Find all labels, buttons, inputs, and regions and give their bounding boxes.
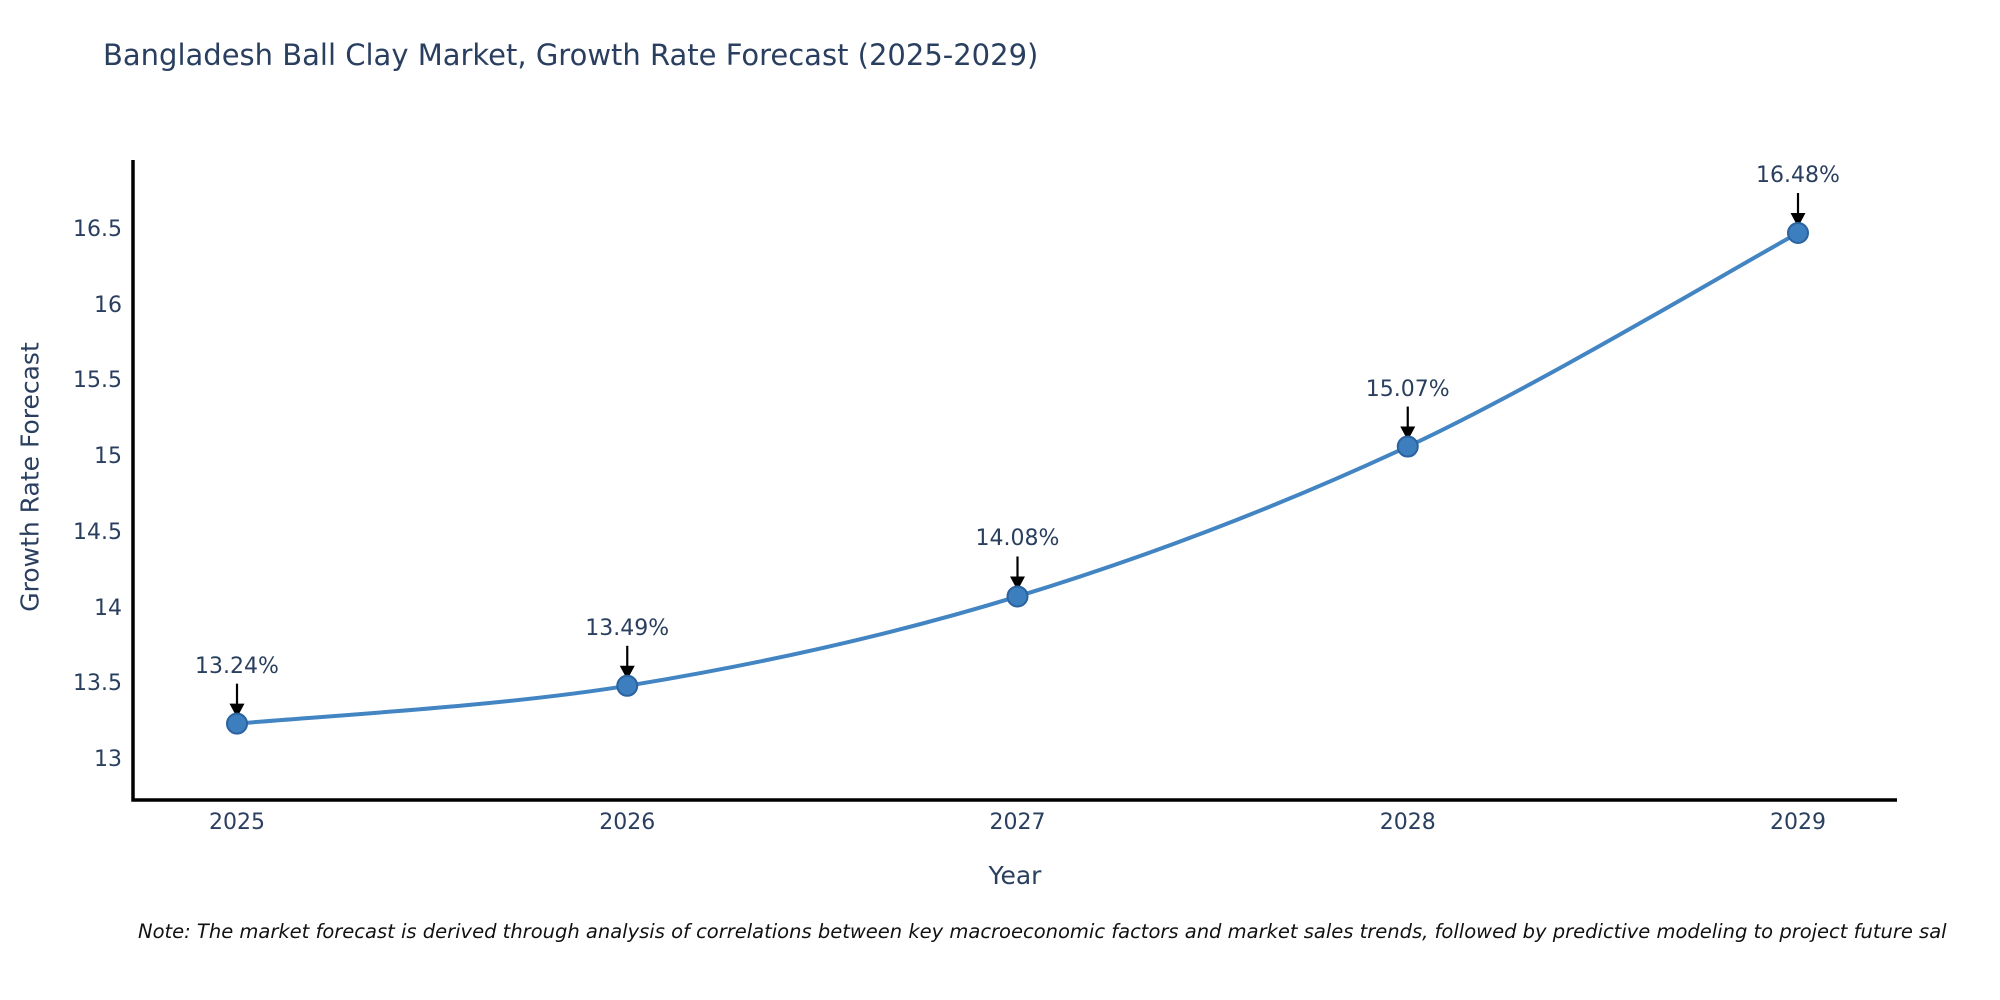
data-point-marker[interactable] xyxy=(1006,585,1029,608)
annotation-arrow-head xyxy=(1790,213,1806,228)
x-tick-label: 2029 xyxy=(1770,810,1826,835)
x-tick-label: 2028 xyxy=(1379,810,1436,835)
annotation-arrow-head xyxy=(619,665,635,680)
y-tick-label: 13 xyxy=(94,747,122,772)
y-tick-label: 16 xyxy=(94,292,122,318)
y-tick-label: 15 xyxy=(94,444,122,470)
point-value-label: 14.08% xyxy=(975,526,1060,552)
x-axis-title: Year xyxy=(988,861,1042,890)
data-point-marker[interactable] xyxy=(1396,435,1419,458)
point-value-label: 13.49% xyxy=(585,615,670,641)
footnote: Note: The market forecast is derived thr… xyxy=(138,920,1947,943)
forecast-line xyxy=(236,231,1799,726)
point-value-label: 15.07% xyxy=(1365,376,1450,402)
x-tick-label: 2027 xyxy=(989,810,1046,835)
y-tick-label: 13.5 xyxy=(73,671,122,697)
annotation-arrow-head xyxy=(229,703,245,718)
point-value-label: 13.24% xyxy=(195,653,279,679)
y-tick-label: 14.5 xyxy=(73,519,122,545)
point-value-label: 16.48% xyxy=(1756,163,1840,189)
y-tick-label: 15.5 xyxy=(73,368,122,394)
annotation-arrow-head xyxy=(1010,576,1025,591)
data-point-marker[interactable] xyxy=(616,674,639,697)
x-tick-label: 2026 xyxy=(599,810,656,835)
y-tick-label: 14 xyxy=(94,595,122,621)
data-point-marker[interactable] xyxy=(226,712,248,735)
axis-lines xyxy=(131,160,1897,802)
y-tick-label: 16.5 xyxy=(73,216,122,242)
annotation-arrow-head xyxy=(1400,426,1416,441)
data-point-marker[interactable] xyxy=(1787,222,1809,245)
chart-title: Bangladesh Ball Clay Market, Growth Rate… xyxy=(103,38,1039,72)
y-axis-title: Growth Rate Forecast xyxy=(15,342,45,612)
x-tick-label: 2025 xyxy=(209,810,265,835)
